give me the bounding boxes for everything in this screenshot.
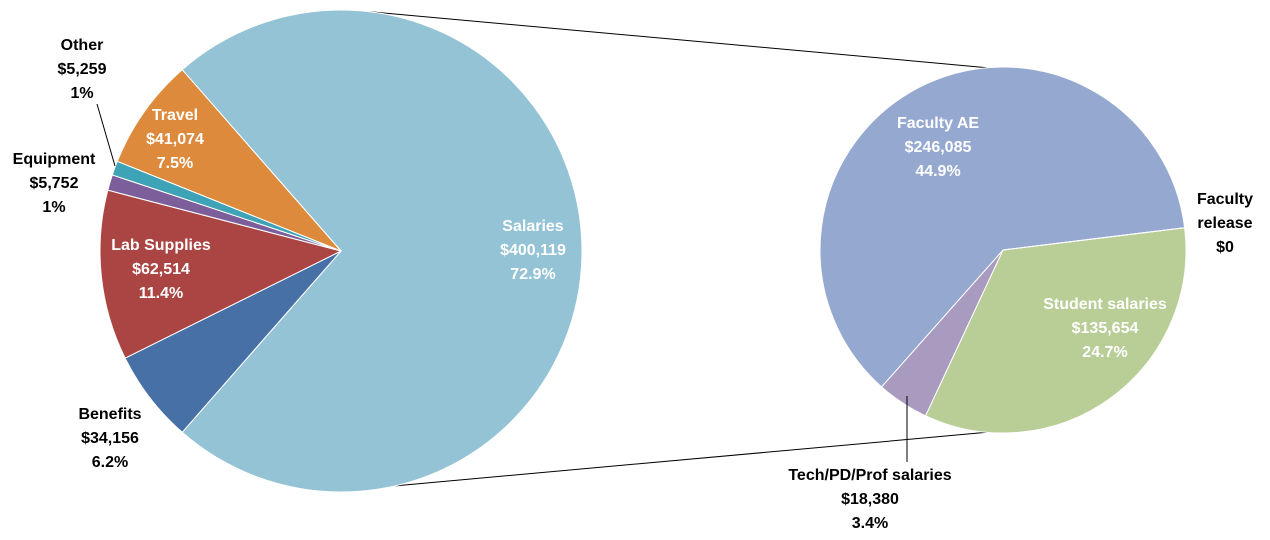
slice-name: Faculty AE bbox=[896, 115, 980, 132]
slice-name: Benefits bbox=[78, 406, 142, 423]
slice-percent: 24.7% bbox=[1082, 344, 1128, 361]
slice-name: Salaries bbox=[502, 218, 564, 235]
slice-percent: 1% bbox=[70, 85, 94, 102]
slice-name: Other bbox=[60, 37, 104, 54]
pie-slice bbox=[116, 69, 342, 252]
slice-percent: 7.5% bbox=[156, 155, 194, 172]
slice-label: Other $5,259 1% bbox=[58, 34, 107, 106]
slice-percent: 6.2% bbox=[91, 454, 129, 471]
slice-label: Benefits $34,156 6.2% bbox=[78, 403, 141, 475]
slice-label: Tech/PD/Prof salaries $18,380 3.4% bbox=[788, 464, 951, 536]
slice-name: Travel bbox=[151, 107, 199, 124]
slice-name: Equipment bbox=[12, 151, 96, 168]
slice-label: Lab Supplies $62,514 11.4% bbox=[111, 234, 211, 306]
slice-value: $135,654 bbox=[1071, 320, 1139, 337]
slice-name: Faculty release bbox=[1196, 191, 1253, 232]
connector-line bbox=[395, 431, 988, 487]
slice-label: Salaries $400,119 72.9% bbox=[500, 215, 566, 287]
slice-value: $246,085 bbox=[904, 139, 972, 156]
slice-label: Faculty AE $246,085 44.9% bbox=[897, 112, 979, 184]
pie-slice bbox=[181, 9, 583, 493]
slice-value: $34,156 bbox=[81, 430, 139, 447]
slice-value: $18,380 bbox=[841, 491, 899, 508]
slice-value: $0 bbox=[1216, 239, 1234, 256]
pie-slice bbox=[99, 189, 343, 359]
slice-label: Student salaries $135,654 24.7% bbox=[1043, 293, 1167, 365]
slice-label: Faculty release $0 bbox=[1190, 188, 1260, 260]
slice-value: $400,119 bbox=[500, 242, 566, 259]
slice-name: Student salaries bbox=[1043, 296, 1167, 313]
pie-slice bbox=[924, 227, 1187, 434]
slice-value: $41,074 bbox=[146, 131, 204, 148]
slice-name: Lab Supplies bbox=[111, 237, 211, 254]
slice-value: $62,514 bbox=[132, 261, 190, 278]
pie-slice bbox=[819, 66, 1186, 388]
slice-percent: 72.9% bbox=[510, 266, 556, 283]
slice-percent: 3.4% bbox=[851, 515, 889, 532]
slice-value: $5,752 bbox=[29, 175, 79, 192]
slice-percent: 11.4% bbox=[138, 285, 184, 302]
slice-percent: 44.9% bbox=[915, 163, 961, 180]
slice-value: $5,259 bbox=[57, 61, 107, 78]
leader-line bbox=[96, 103, 116, 167]
slice-label: Equipment $5,752 1% bbox=[13, 148, 96, 220]
slice-label: Travel $41,074 7.5% bbox=[146, 104, 204, 176]
slice-percent: 1% bbox=[42, 199, 66, 216]
connector-line bbox=[370, 11, 988, 69]
slice-name: Tech/PD/Prof salaries bbox=[788, 467, 952, 484]
